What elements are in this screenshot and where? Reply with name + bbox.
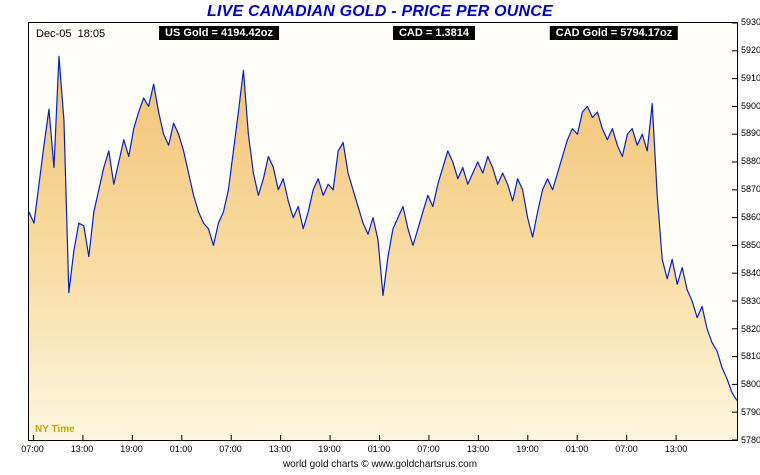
y-axis-label: 5890 (741, 128, 760, 139)
x-axis-label: 01:00 (565, 444, 589, 454)
x-axis-label: 13:00 (268, 444, 292, 454)
y-axis-label: 5790 (741, 407, 760, 418)
x-axis-label: 19:00 (120, 444, 143, 454)
footer-credit: world gold charts © www.goldchartsrus.co… (282, 459, 478, 470)
x-axis-label: 13:00 (466, 444, 490, 454)
price-chart (29, 23, 737, 440)
y-axis-label: 5860 (741, 212, 760, 223)
x-axis-label: 13:00 (70, 444, 94, 454)
x-axis-label: 07:00 (417, 444, 440, 454)
x-axis-label: 07:00 (21, 444, 44, 454)
x-axis-label: 01:00 (367, 444, 391, 454)
x-axis-label: 19:00 (318, 444, 341, 454)
y-axis-label: 5840 (741, 267, 760, 278)
us-gold-quote: US Gold = 4194.42oz (159, 26, 279, 40)
y-axis-labels: 5930 5920 5910 5900 5890 5880 5870 5860 5850 5840… (741, 17, 760, 445)
y-axis-label: 5910 (741, 72, 760, 83)
y-axis-label: 5880 (741, 156, 760, 167)
cad-gold-quote: CAD Gold = 5794.17oz (549, 26, 679, 40)
x-axis-label: 07:00 (615, 444, 638, 454)
area-fill (29, 56, 737, 440)
y-axis-label: 5810 (741, 351, 760, 362)
x-axis-label: 13:00 (664, 444, 688, 454)
x-axis-labels: 07:00 13:00 19:00 01:00 07:00 13:00 19:00 01:00… (21, 444, 740, 456)
cad-rate-quote: CAD = 1.3814 (392, 26, 476, 40)
x-axis-label: 07:00 (219, 444, 242, 454)
y-axis-label: 5870 (741, 184, 760, 195)
chart-header-row: Dec-05 18:05 US Gold = 4194.42oz CAD = 1… (29, 23, 737, 43)
page-title: LIVE CANADIAN GOLD - PRICE PER OUNCE (207, 3, 553, 20)
y-axis-label: 5780 (741, 435, 760, 445)
y-axis-label: 5830 (741, 295, 760, 306)
y-axis-label: 5820 (741, 323, 760, 334)
x-axis-label: 19:00 (516, 444, 539, 454)
y-axis-label: 5800 (741, 379, 760, 390)
y-axis-label: 5930 (741, 17, 760, 27)
ny-time-label: NY Time (35, 424, 75, 435)
chart-container: Dec-05 18:05 US Gold = 4194.42oz CAD = 1… (28, 22, 738, 441)
price-line (29, 55, 737, 401)
y-axis-label: 5920 (741, 44, 760, 55)
x-axis-label: 01:00 (169, 444, 193, 454)
timestamp: Dec-05 18:05 (36, 28, 106, 40)
y-axis-label: 5900 (741, 100, 760, 111)
y-axis-label: 5850 (741, 239, 760, 250)
